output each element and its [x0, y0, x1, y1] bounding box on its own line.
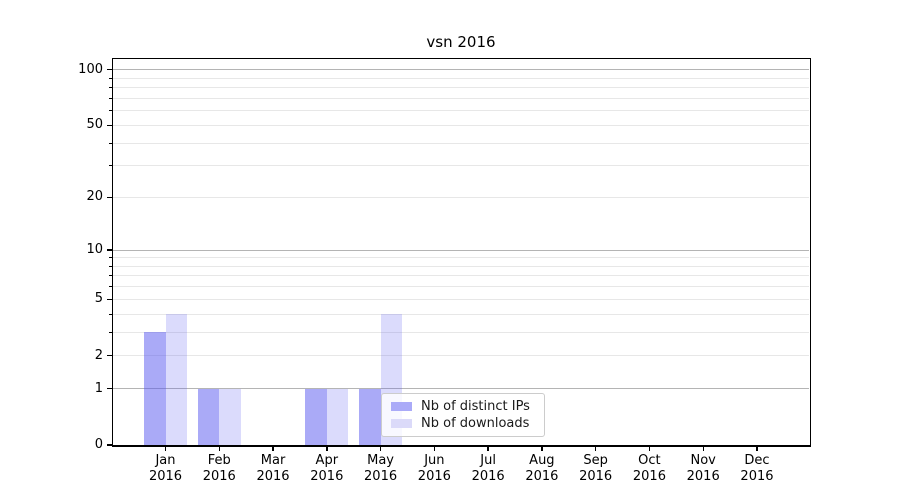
legend-label: Nb of distinct IPs [421, 399, 530, 414]
bar-downloads [165, 314, 187, 445]
y-minor-tick-mark [109, 313, 112, 315]
bar-downloads [219, 388, 241, 445]
major-gridline [113, 249, 809, 251]
y-minor-tick-mark [109, 286, 112, 288]
x-tick-label: Aug 2016 [525, 453, 559, 484]
x-tick-label: Mar 2016 [256, 453, 290, 484]
plot-area [113, 59, 809, 445]
bar-downloads [326, 388, 349, 445]
top-spine [111, 57, 811, 59]
y-tick-label: 0 [94, 437, 103, 452]
bar-distinct-ips [144, 332, 166, 445]
x-tick-label: Oct 2016 [632, 453, 666, 484]
minor-gridline [113, 313, 809, 315]
x-tick-label: Jul 2016 [471, 453, 505, 484]
y-minor-tick-mark [109, 97, 112, 99]
minor-gridline [113, 331, 809, 333]
x-tick-mark [218, 446, 220, 451]
y-tick-mark [107, 387, 112, 390]
legend-item-downloads: Nb of downloads [391, 415, 536, 432]
x-tick-label: Sep 2016 [579, 453, 613, 484]
x-tick-mark [756, 446, 758, 451]
x-tick-mark [164, 446, 167, 451]
x-tick-label: Jan 2016 [148, 453, 183, 484]
legend-label: Nb of downloads [421, 416, 530, 431]
y-minor-tick-mark [109, 196, 112, 198]
major-gridline [113, 69, 809, 71]
minor-gridline [113, 265, 809, 267]
bottom-spine [111, 445, 811, 447]
y-tick-label: 50 [86, 117, 103, 133]
legend-swatch-distinct-ips [391, 402, 412, 411]
y-minor-tick-mark [109, 124, 112, 126]
minor-gridline [113, 142, 809, 144]
minor-gridline [113, 124, 809, 126]
minor-gridline [113, 286, 809, 288]
bar-distinct-ips [305, 388, 327, 445]
bar-distinct-ips [359, 388, 381, 445]
bar-distinct-ips [197, 388, 220, 445]
y-minor-tick-mark [109, 165, 112, 167]
y-minor-tick-mark [109, 275, 112, 277]
minor-gridline [113, 110, 809, 112]
minor-gridline [113, 165, 809, 167]
y-minor-tick-mark [109, 110, 112, 112]
minor-gridline [113, 97, 809, 99]
y-minor-tick-mark [109, 257, 112, 259]
left-spine [111, 57, 113, 447]
x-tick-label: Apr 2016 [310, 453, 344, 484]
x-tick-mark [487, 446, 489, 451]
minor-gridline [113, 355, 809, 357]
y-tick-label: 1 [94, 380, 103, 396]
major-gridline [113, 388, 809, 390]
x-tick-label: Dec 2016 [740, 453, 774, 484]
y-minor-tick-mark [109, 142, 112, 144]
x-tick-label: May 2016 [364, 453, 398, 484]
x-tick-label: Feb 2016 [202, 453, 236, 484]
chart-title: vsn 2016 [426, 33, 496, 51]
x-tick-label: Jun 2016 [417, 453, 451, 484]
y-tick-label: 10 [86, 242, 103, 258]
minor-gridline [113, 275, 809, 277]
y-minor-tick-mark [109, 87, 112, 89]
minor-gridline [113, 257, 809, 259]
y-minor-tick-mark [109, 355, 112, 357]
legend-item-distinct-ips: Nb of distinct IPs [391, 398, 536, 415]
minor-gridline [113, 298, 809, 300]
x-tick-mark [326, 446, 328, 451]
legend-swatch-downloads [391, 419, 412, 428]
minor-gridline [113, 196, 809, 198]
y-minor-tick-mark [109, 77, 112, 79]
right-spine [809, 57, 811, 447]
x-tick-mark [379, 446, 382, 451]
x-tick-mark [272, 446, 274, 451]
y-minor-tick-mark [109, 331, 112, 333]
x-tick-label: Nov 2016 [686, 453, 720, 484]
y-tick-mark [107, 249, 112, 251]
x-tick-mark [702, 446, 704, 451]
x-tick-mark [594, 446, 597, 451]
y-tick-label: 2 [94, 347, 103, 363]
y-tick-mark [107, 69, 112, 71]
y-minor-tick-mark [109, 265, 112, 267]
y-tick-label: 5 [94, 291, 103, 307]
x-tick-mark [541, 446, 543, 451]
y-tick-label: 20 [86, 189, 103, 205]
x-tick-mark [648, 446, 651, 451]
x-tick-mark [433, 446, 436, 451]
minor-gridline [113, 77, 809, 79]
legend: Nb of distinct IPs Nb of downloads [381, 393, 545, 437]
y-tick-label: 100 [78, 61, 103, 77]
y-minor-tick-mark [109, 298, 112, 300]
minor-gridline [113, 87, 809, 89]
y-tick-mark [107, 444, 112, 446]
